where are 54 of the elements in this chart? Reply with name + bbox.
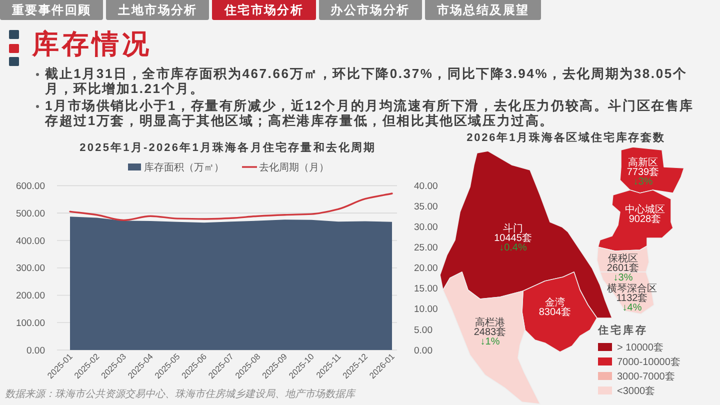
text: 1月市场供销比小于1，存量有所减少，近12个月的月均流速有所下滑，去化压力仍较高。斗门区在售库存超过1万套，明显高于其他区域；高栏港库存量低，但相比其他区域压力过高。 <box>45 98 696 128</box>
text: 截止1月31日，全市库存面积为467.66万㎡，环比下降0.37%，同比下降3.94%，去化周期为38.05个月，环比增加1.21个月。 <box>45 66 688 96</box>
y2-tick-label: 0.00 <box>414 345 432 356</box>
y2-tick-label: 40.00 <box>414 181 438 192</box>
text: 库存情况 <box>32 28 152 60</box>
legend-label: > 10000套 <box>617 342 664 354</box>
y-tick-label: 100.00 <box>16 318 45 329</box>
data-label: 8304套 <box>538 306 572 318</box>
category-label: 中心城区 <box>625 204 665 216</box>
legend-label: 3000-7000套 <box>617 370 675 382</box>
y2-tick-label: 15.00 <box>414 284 438 295</box>
source-note: 数据来源：珠海市公共资源交易中心、珠海市住房城乡建设局、地产市场数据库 <box>5 388 357 400</box>
category-label: 重要事件回顾 <box>0 0 104 20</box>
category-label: 高新区 <box>628 156 658 168</box>
chart-title: 2025年1月-2026年1月珠海各月住宅存量和去化周期 <box>80 141 376 154</box>
y-tick-label: 500.00 <box>16 208 45 220</box>
data-label: 10445套 <box>494 232 532 244</box>
y2-tick-label: 20.00 <box>414 263 438 274</box>
text: ↓0.4% <box>499 242 527 254</box>
data-label: 1132套 <box>616 292 648 304</box>
legend-label: 7000-10000套 <box>617 356 680 368</box>
text: 2026年1月珠海各区域住宅库存套数 <box>466 131 666 144</box>
y-tick-label: 400.00 <box>16 236 45 247</box>
data-label: 9028套 <box>628 213 662 226</box>
y-tick-label: 600.00 <box>16 181 45 192</box>
legend-label: 去化周期（月） <box>259 162 329 174</box>
y2-tick-label: 35.00 <box>414 202 438 213</box>
category-label: 保税区 <box>608 252 638 264</box>
category-label: 土地市场分析 <box>106 0 210 20</box>
legend-label: 库存面积（万㎡） <box>144 162 224 174</box>
legend-title: 住宅库存 <box>597 324 648 336</box>
category-label: 办公市场分析 <box>318 0 422 20</box>
legend-label: <3000套 <box>617 385 656 397</box>
text: ↓1% <box>480 336 500 348</box>
y-tick-label: 0.00 <box>26 345 45 356</box>
data-label: 2601套 <box>606 262 640 274</box>
y2-tick-label: 25.00 <box>414 242 438 254</box>
category-label: 斗门 <box>503 222 523 234</box>
y-tick-label: 300.00 <box>16 263 45 274</box>
y2-tick-label: 30.00 <box>414 222 438 234</box>
category-label: 市场总结及展望 <box>424 0 542 20</box>
category-label: 横琴深合区 <box>607 282 657 294</box>
category-label: 住宅市场分析 <box>212 0 316 20</box>
text: ↓3% <box>633 176 653 188</box>
y-tick-label: 200.00 <box>16 290 45 302</box>
category-label: 高栏港 <box>475 316 505 328</box>
text: ↓3% <box>613 272 633 284</box>
text: ↓4% <box>622 302 642 314</box>
category-label: 金湾 <box>545 296 565 308</box>
y2-tick-label: 10.00 <box>414 304 438 316</box>
line-series <box>69 192 393 222</box>
data-label: 7739套 <box>626 166 660 178</box>
data-label: 2483套 <box>474 326 506 338</box>
y2-tick-label: 5.00 <box>414 324 432 336</box>
